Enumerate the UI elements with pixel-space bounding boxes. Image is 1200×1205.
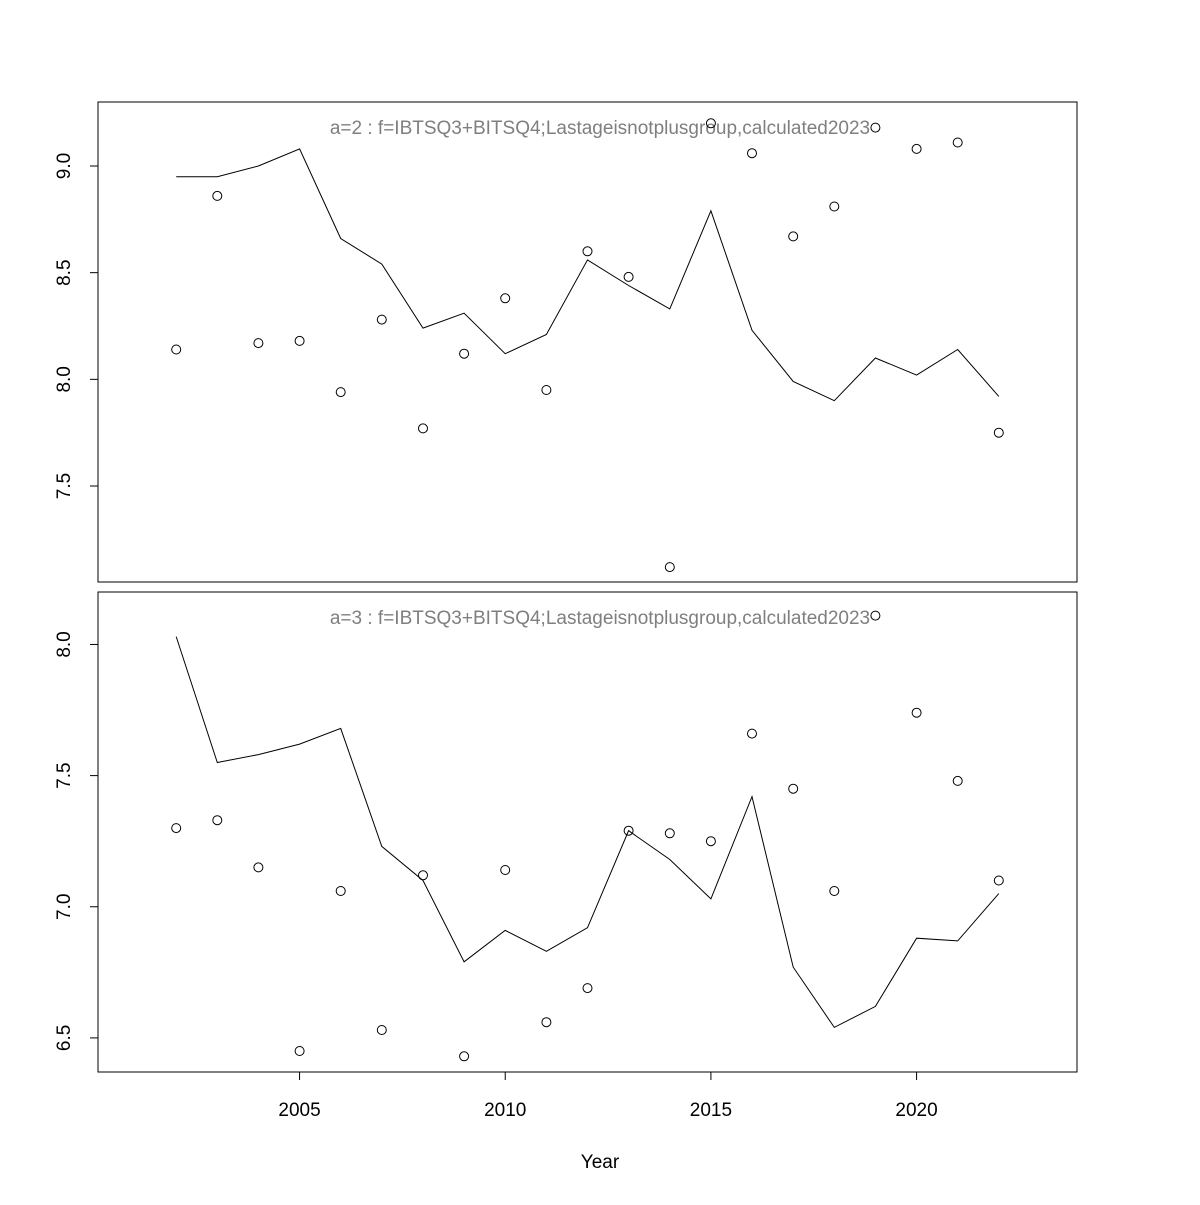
data-point xyxy=(623,271,634,282)
data-point xyxy=(911,707,922,718)
data-point xyxy=(500,865,511,875)
line-series xyxy=(175,636,1000,1029)
y-tick-label: 8.5 xyxy=(54,259,75,285)
data-point xyxy=(212,815,223,826)
data-point xyxy=(664,562,675,573)
x-tick-label: 2020 xyxy=(895,1100,937,1121)
data-point xyxy=(582,246,593,257)
data-point xyxy=(870,122,881,133)
x-axis: 2005 2010 2015 2020 xyxy=(278,1071,938,1121)
x-tick-label: 2015 xyxy=(690,1100,732,1121)
data-point xyxy=(171,823,182,834)
x-tick-label: 2005 xyxy=(278,1100,320,1121)
data-point xyxy=(747,728,757,739)
data-point xyxy=(294,1046,305,1056)
y-tick-label: 8.0 xyxy=(54,366,75,392)
data-point xyxy=(335,387,346,398)
data-point xyxy=(253,862,264,873)
data-point xyxy=(870,610,881,621)
data-point xyxy=(829,886,840,896)
y-tick-label: 7.5 xyxy=(54,473,75,499)
data-point xyxy=(376,314,387,325)
data-point xyxy=(212,190,223,201)
data-point xyxy=(171,344,182,355)
data-point xyxy=(952,775,963,786)
y-tick-label: 7.5 xyxy=(54,762,75,788)
y-tick-label: 9.0 xyxy=(54,153,75,179)
data-point xyxy=(253,338,264,349)
panel-label: a=3 : f=IBTSQ3+BITSQ4;Lastageisnotplusgr… xyxy=(330,608,870,629)
data-point xyxy=(500,293,511,304)
data-point xyxy=(459,1051,470,1062)
data-point xyxy=(376,1025,387,1035)
data-point xyxy=(911,143,922,154)
data-point xyxy=(459,348,470,359)
data-point xyxy=(335,886,346,896)
data-point xyxy=(705,118,716,129)
data-point xyxy=(705,836,716,847)
data-point xyxy=(788,231,799,242)
data-point xyxy=(747,148,757,159)
panel-label: a=2 : f=IBTSQ3+BITSQ4;Lastageisnotplusgr… xyxy=(330,118,870,139)
data-point xyxy=(952,137,963,148)
x-axis-title: Year xyxy=(581,1152,620,1173)
data-point xyxy=(294,335,305,346)
data-point xyxy=(541,1017,552,1028)
data-point xyxy=(993,427,1004,438)
data-point xyxy=(541,385,552,395)
data-point xyxy=(418,870,428,881)
data-point xyxy=(788,783,799,794)
data-point xyxy=(993,875,1004,886)
data-point xyxy=(582,983,593,994)
data-point xyxy=(623,825,634,836)
y-tick-label: 6.5 xyxy=(54,1025,75,1051)
y-tick-label: 7.0 xyxy=(54,894,75,920)
panel-1: 7.5 8.0 8.5 9.0 a=2 : f=IBTSQ3+BITSQ4;Lastag… xyxy=(54,101,1078,583)
data-point xyxy=(418,423,428,434)
data-point xyxy=(829,201,840,212)
y-tick-label: 8.0 xyxy=(54,631,75,657)
data-point xyxy=(664,828,675,839)
x-tick-label: 2010 xyxy=(484,1100,526,1121)
line-series xyxy=(176,148,1000,402)
